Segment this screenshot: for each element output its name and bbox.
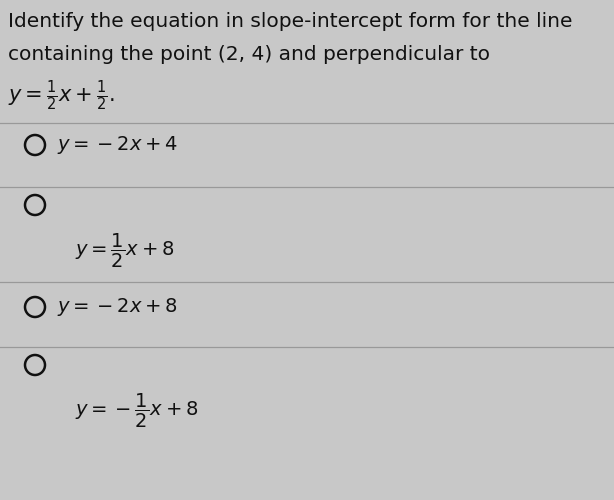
Text: $y = -\dfrac{1}{2}x + 8$: $y = -\dfrac{1}{2}x + 8$ <box>75 392 198 430</box>
Text: Identify the equation in slope-intercept form for the line: Identify the equation in slope-intercept… <box>8 12 572 31</box>
Text: $y = -2x + 4$: $y = -2x + 4$ <box>57 134 178 156</box>
Text: containing the point (2, 4) and perpendicular to: containing the point (2, 4) and perpendi… <box>8 45 490 64</box>
Text: $y = -2x + 8$: $y = -2x + 8$ <box>57 296 178 318</box>
Text: $y = \frac{1}{2}x + \frac{1}{2}.$: $y = \frac{1}{2}x + \frac{1}{2}.$ <box>8 78 115 112</box>
Text: $y = \dfrac{1}{2}x + 8$: $y = \dfrac{1}{2}x + 8$ <box>75 232 174 270</box>
